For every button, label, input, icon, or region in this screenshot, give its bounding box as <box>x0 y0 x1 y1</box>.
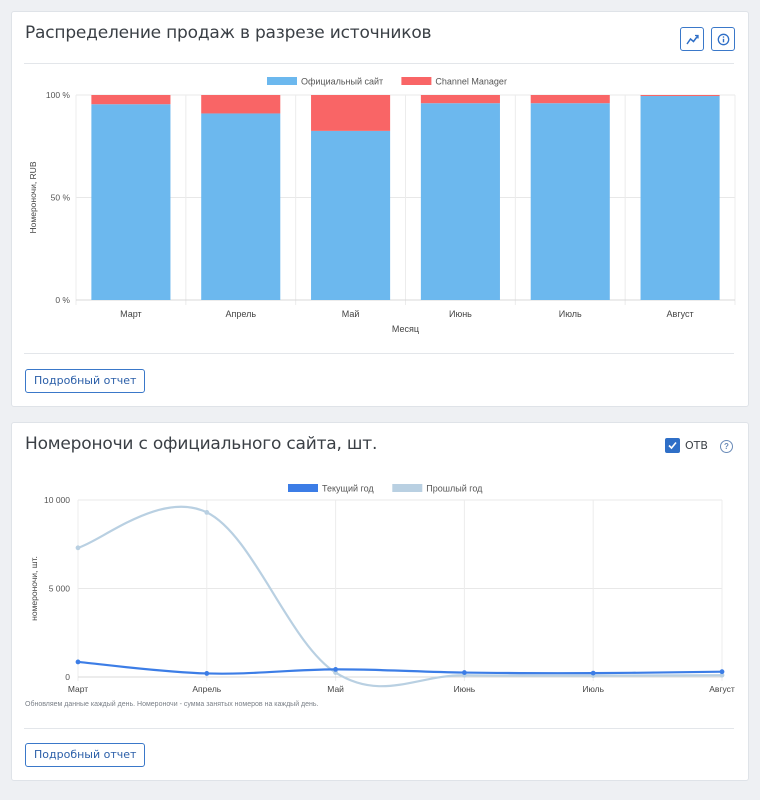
bar-official-site <box>311 130 391 300</box>
point-current-year <box>75 659 81 665</box>
x-tick-label: Июль <box>559 309 582 319</box>
divider <box>24 353 734 354</box>
x-tick-label: Апрель <box>225 309 256 319</box>
help-icon[interactable]: ? <box>720 440 733 453</box>
point-current-year <box>590 670 596 676</box>
room-nights-chart: Текущий год Прошлый год 0 5 000 10 000 Март Ап… <box>29 484 735 695</box>
x-tick-label: Март <box>68 684 88 694</box>
point-current-year <box>719 669 725 675</box>
bar-channel-manager <box>530 95 610 104</box>
room-nights-title: Номероночи с официального сайта, шт. <box>25 434 378 454</box>
update-note: Обновляем данные каждый день. Номероночи… <box>25 701 319 708</box>
detailed-report-button[interactable]: Подробный отчет <box>25 369 146 393</box>
sales-distribution-card: Распределение продаж в разрезе источнико… <box>11 11 749 407</box>
divider <box>24 728 734 729</box>
legend-label: Прошлый год <box>426 484 483 494</box>
room-nights-card: Номероночи с официального сайта, шт. ОТВ… <box>11 422 749 781</box>
y-tick-label: 100 % <box>46 90 71 100</box>
legend-swatch <box>267 77 297 85</box>
sales-distribution-chart: Официальный сайт Channel Manager 0 % 50 % 10… <box>28 77 736 334</box>
point-current-year <box>333 666 338 672</box>
point-current-year <box>462 670 467 675</box>
bar-official-site <box>640 96 720 301</box>
x-tick-label: Март <box>120 309 142 319</box>
point-last-year <box>719 672 725 678</box>
legend-label: Channel Manager <box>435 77 507 87</box>
y-tick-label: 5 000 <box>49 584 71 594</box>
chart-line-button[interactable] <box>680 27 704 51</box>
sales-distribution-title: Распределение продаж в разрезе источнико… <box>25 23 432 43</box>
x-tick-label: Апрель <box>192 684 221 694</box>
x-axis-title: Месяц <box>392 324 419 334</box>
bar-channel-manager <box>640 95 720 97</box>
x-tick-label: Июнь <box>449 309 472 319</box>
y-tick-label: 10 000 <box>44 495 70 505</box>
point-current-year <box>204 671 210 676</box>
point-last-year <box>204 509 210 515</box>
detailed-report-button[interactable]: Подробный отчет <box>25 743 146 767</box>
chart-line-icon <box>685 34 699 44</box>
y-axis-title: Номероночи, RUB <box>28 161 38 233</box>
legend-swatch <box>401 77 432 85</box>
x-tick-label: Май <box>342 309 360 319</box>
bar-official-site <box>201 113 281 300</box>
y-tick-label: 0 % <box>55 295 70 305</box>
bar-channel-manager <box>311 95 391 131</box>
x-tick-label: Август <box>709 684 735 694</box>
otb-toggle[interactable]: ОТВ <box>665 438 708 453</box>
bar-official-site <box>91 104 171 300</box>
bar-channel-manager <box>420 95 500 104</box>
legend-swatch <box>392 484 423 492</box>
otb-label: ОТВ <box>685 439 708 452</box>
otb-checkbox[interactable] <box>665 438 680 453</box>
x-tick-label: Июнь <box>454 684 476 694</box>
y-axis-title: номероночи, шт. <box>29 556 39 621</box>
info-icon <box>717 33 729 45</box>
bar-channel-manager <box>91 95 171 105</box>
divider <box>24 63 734 64</box>
checkmark-icon <box>668 441 677 450</box>
y-tick-label: 50 % <box>51 193 71 203</box>
line-current-year <box>77 660 723 675</box>
bar-official-site <box>530 103 610 300</box>
x-tick-label: Июль <box>582 684 604 694</box>
legend-label: Текущий год <box>322 484 374 494</box>
bar-official-site <box>420 103 500 300</box>
legend-swatch <box>288 484 318 492</box>
bar-channel-manager <box>201 95 281 114</box>
y-tick-label: 0 <box>65 672 70 682</box>
x-tick-label: Май <box>327 684 344 694</box>
info-button[interactable] <box>711 27 735 51</box>
line-last-year <box>77 505 723 688</box>
x-tick-label: Август <box>667 309 694 319</box>
point-last-year <box>75 545 81 551</box>
legend-label: Официальный сайт <box>301 77 383 87</box>
